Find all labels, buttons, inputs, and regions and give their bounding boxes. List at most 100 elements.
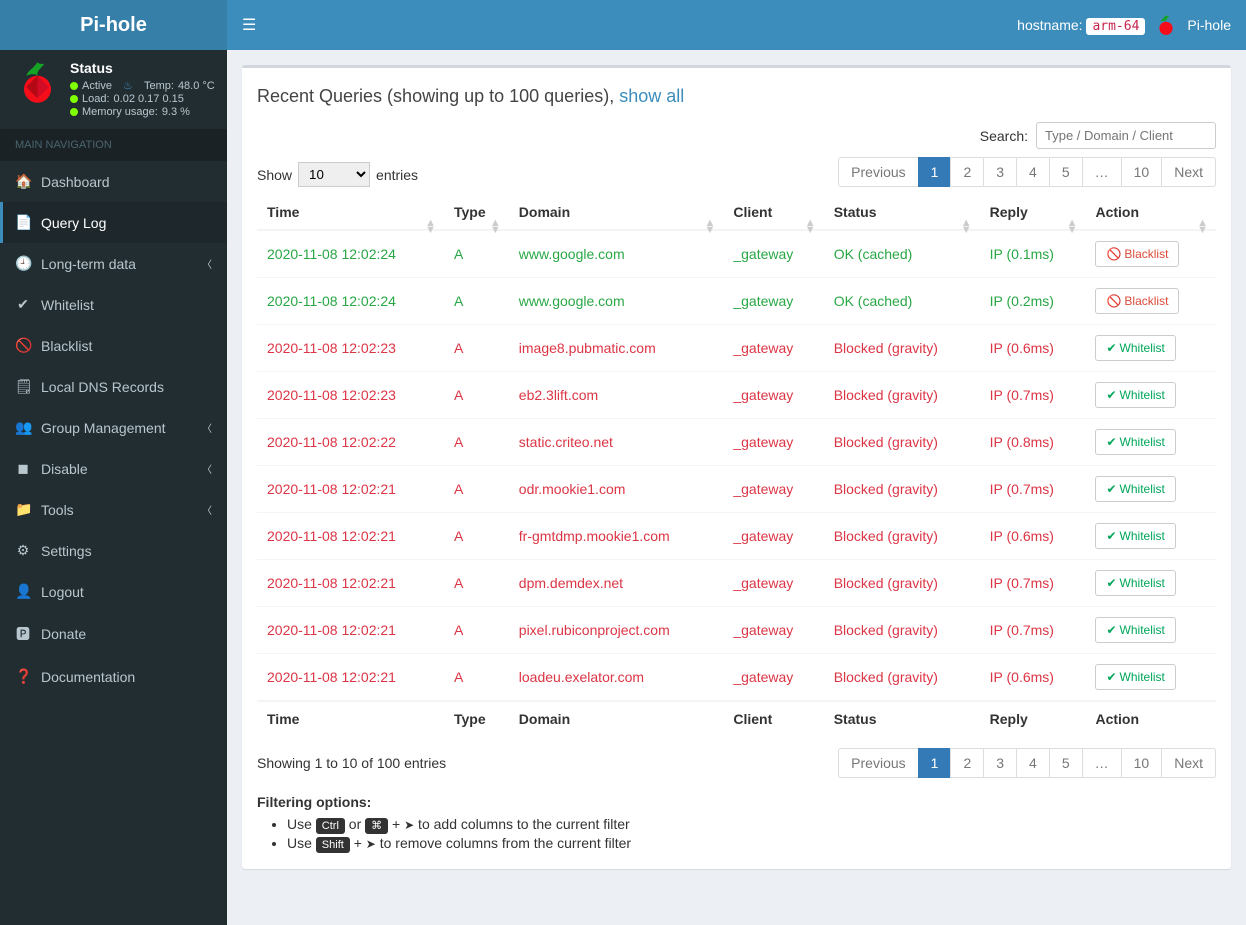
- col-status[interactable]: Status▲▼: [824, 195, 980, 230]
- page-prev[interactable]: Previous: [838, 748, 918, 778]
- cell-time[interactable]: 2020-11-08 12:02:21: [257, 654, 444, 702]
- page-10[interactable]: 10: [1121, 748, 1163, 778]
- cell-client[interactable]: _gateway: [723, 325, 823, 372]
- cell-status[interactable]: Blocked (gravity): [824, 560, 980, 607]
- cell-reply[interactable]: IP (0.6ms): [980, 325, 1086, 372]
- col-action[interactable]: Action▲▼: [1085, 195, 1216, 230]
- whitelist-button[interactable]: ✔ Whitelist: [1095, 429, 1175, 455]
- cell-client[interactable]: _gateway: [723, 372, 823, 419]
- cell-time[interactable]: 2020-11-08 12:02:23: [257, 372, 444, 419]
- page-2[interactable]: 2: [950, 748, 984, 778]
- cell-time[interactable]: 2020-11-08 12:02:24: [257, 230, 444, 278]
- cell-reply[interactable]: IP (0.8ms): [980, 419, 1086, 466]
- cell-reply[interactable]: IP (0.6ms): [980, 654, 1086, 702]
- whitelist-button[interactable]: ✔ Whitelist: [1095, 335, 1175, 361]
- topbar-brand[interactable]: Pi-hole: [1187, 17, 1231, 33]
- cell-type[interactable]: A: [444, 560, 509, 607]
- blacklist-button[interactable]: 🚫 Blacklist: [1095, 288, 1179, 314]
- cell-domain[interactable]: dpm.demdex.net: [509, 560, 724, 607]
- cell-time[interactable]: 2020-11-08 12:02:21: [257, 513, 444, 560]
- cell-type[interactable]: A: [444, 372, 509, 419]
- nav-item-local-dns-records[interactable]: 🗒Local DNS Records: [0, 366, 227, 407]
- cell-reply[interactable]: IP (0.7ms): [980, 466, 1086, 513]
- cell-type[interactable]: A: [444, 325, 509, 372]
- nav-item-query-log[interactable]: 📄Query Log: [0, 202, 227, 243]
- cell-status[interactable]: Blocked (gravity): [824, 325, 980, 372]
- cell-type[interactable]: A: [444, 230, 509, 278]
- cell-status[interactable]: Blocked (gravity): [824, 466, 980, 513]
- cell-reply[interactable]: IP (0.7ms): [980, 560, 1086, 607]
- page-5[interactable]: 5: [1049, 157, 1083, 187]
- nav-item-logout[interactable]: 👤Logout: [0, 571, 227, 612]
- col-client[interactable]: Client▲▼: [723, 195, 823, 230]
- cell-domain[interactable]: static.criteo.net: [509, 419, 724, 466]
- cell-client[interactable]: _gateway: [723, 278, 823, 325]
- nav-item-documentation[interactable]: ❓Documentation: [0, 656, 227, 697]
- cell-domain[interactable]: pixel.rubiconproject.com: [509, 607, 724, 654]
- length-select[interactable]: 102550100: [298, 162, 370, 187]
- cell-client[interactable]: _gateway: [723, 560, 823, 607]
- cell-client[interactable]: _gateway: [723, 466, 823, 513]
- cell-time[interactable]: 2020-11-08 12:02:21: [257, 560, 444, 607]
- cell-reply[interactable]: IP (0.2ms): [980, 278, 1086, 325]
- page-1[interactable]: 1: [918, 157, 952, 187]
- cell-type[interactable]: A: [444, 654, 509, 702]
- search-input[interactable]: [1036, 122, 1216, 149]
- cell-type[interactable]: A: [444, 466, 509, 513]
- page-3[interactable]: 3: [983, 748, 1017, 778]
- nav-item-whitelist[interactable]: ✔Whitelist: [0, 284, 227, 325]
- pihole-small-icon[interactable]: [1155, 14, 1177, 36]
- cell-domain[interactable]: loadeu.exelator.com: [509, 654, 724, 702]
- cell-time[interactable]: 2020-11-08 12:02:21: [257, 607, 444, 654]
- page-next[interactable]: Next: [1161, 748, 1216, 778]
- cell-status[interactable]: Blocked (gravity): [824, 372, 980, 419]
- nav-item-donate[interactable]: 🅿Donate: [0, 612, 227, 656]
- cell-type[interactable]: A: [444, 419, 509, 466]
- cell-status[interactable]: Blocked (gravity): [824, 513, 980, 560]
- brand-logo[interactable]: Pi-hole: [0, 0, 227, 50]
- whitelist-button[interactable]: ✔ Whitelist: [1095, 664, 1175, 690]
- page-3[interactable]: 3: [983, 157, 1017, 187]
- page-10[interactable]: 10: [1121, 157, 1163, 187]
- cell-type[interactable]: A: [444, 278, 509, 325]
- col-type[interactable]: Type▲▼: [444, 195, 509, 230]
- page-2[interactable]: 2: [950, 157, 984, 187]
- cell-client[interactable]: _gateway: [723, 654, 823, 702]
- cell-status[interactable]: OK (cached): [824, 278, 980, 325]
- page-5[interactable]: 5: [1049, 748, 1083, 778]
- cell-domain[interactable]: eb2.3lift.com: [509, 372, 724, 419]
- cell-status[interactable]: OK (cached): [824, 230, 980, 278]
- cell-domain[interactable]: fr-gmtdmp.mookie1.com: [509, 513, 724, 560]
- col-reply[interactable]: Reply▲▼: [980, 195, 1086, 230]
- cell-reply[interactable]: IP (0.7ms): [980, 372, 1086, 419]
- cell-reply[interactable]: IP (0.1ms): [980, 230, 1086, 278]
- cell-type[interactable]: A: [444, 513, 509, 560]
- cell-reply[interactable]: IP (0.7ms): [980, 607, 1086, 654]
- page-prev[interactable]: Previous: [838, 157, 918, 187]
- whitelist-button[interactable]: ✔ Whitelist: [1095, 617, 1175, 643]
- cell-type[interactable]: A: [444, 607, 509, 654]
- cell-domain[interactable]: odr.mookie1.com: [509, 466, 724, 513]
- cell-status[interactable]: Blocked (gravity): [824, 654, 980, 702]
- blacklist-button[interactable]: 🚫 Blacklist: [1095, 241, 1179, 267]
- show-all-link[interactable]: show all: [619, 86, 684, 106]
- nav-item-blacklist[interactable]: 🚫Blacklist: [0, 325, 227, 366]
- cell-domain[interactable]: image8.pubmatic.com: [509, 325, 724, 372]
- col-domain[interactable]: Domain▲▼: [509, 195, 724, 230]
- page-next[interactable]: Next: [1161, 157, 1216, 187]
- page-1[interactable]: 1: [918, 748, 952, 778]
- col-time[interactable]: Time▲▼: [257, 195, 444, 230]
- page-4[interactable]: 4: [1016, 157, 1050, 187]
- nav-item-settings[interactable]: ⚙Settings: [0, 530, 227, 571]
- cell-client[interactable]: _gateway: [723, 513, 823, 560]
- whitelist-button[interactable]: ✔ Whitelist: [1095, 570, 1175, 596]
- nav-item-dashboard[interactable]: 🏠Dashboard: [0, 161, 227, 202]
- nav-item-tools[interactable]: 📁Tools〈: [0, 489, 227, 530]
- whitelist-button[interactable]: ✔ Whitelist: [1095, 382, 1175, 408]
- cell-domain[interactable]: www.google.com: [509, 230, 724, 278]
- whitelist-button[interactable]: ✔ Whitelist: [1095, 523, 1175, 549]
- nav-item-disable[interactable]: ◼Disable〈: [0, 448, 227, 489]
- page-4[interactable]: 4: [1016, 748, 1050, 778]
- whitelist-button[interactable]: ✔ Whitelist: [1095, 476, 1175, 502]
- cell-time[interactable]: 2020-11-08 12:02:24: [257, 278, 444, 325]
